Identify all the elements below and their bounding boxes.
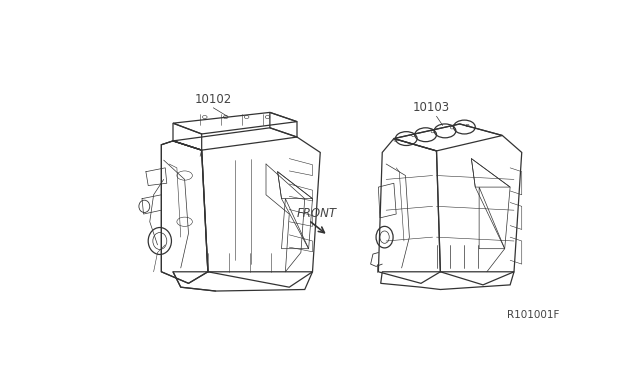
Text: 10103: 10103 [413,101,450,114]
Text: R101001F: R101001F [507,310,559,320]
Text: FRONT: FRONT [297,207,337,220]
Text: 10102: 10102 [195,93,232,106]
